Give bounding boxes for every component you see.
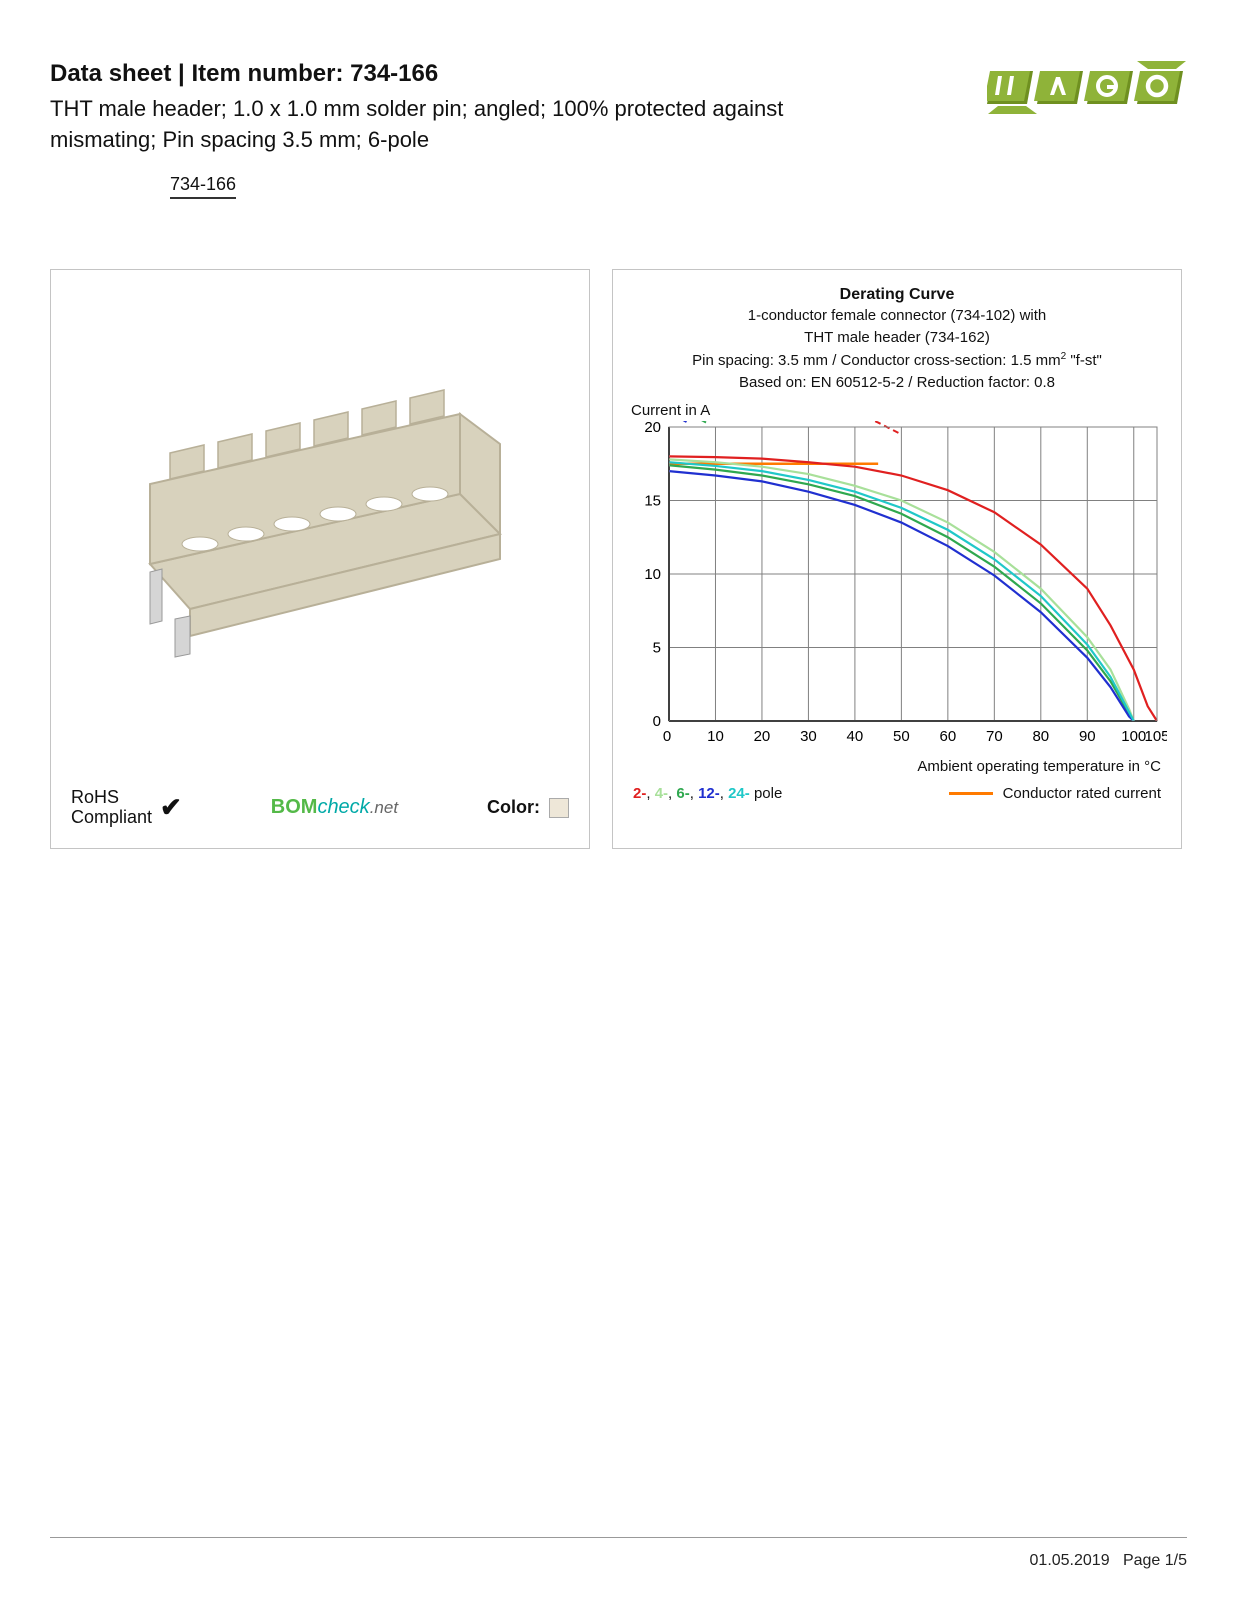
chart-sub3b: "f-st"	[1066, 352, 1102, 369]
svg-text:100: 100	[1121, 728, 1146, 745]
legend-pole-24: 24-	[728, 785, 750, 802]
color-swatch	[549, 798, 569, 818]
svg-text:10: 10	[644, 566, 661, 583]
subtitle: THT male header; 1.0 x 1.0 mm solder pin…	[50, 94, 870, 156]
check-icon: ✔	[160, 792, 182, 823]
conductor-line-icon	[949, 792, 993, 795]
conductor-label: Conductor rated current	[1003, 785, 1161, 802]
title-sep: |	[171, 60, 191, 87]
rohs-text: RoHS Compliant	[71, 788, 152, 828]
derating-chart: 0 5 10 15 20 0 10 20 30 40 50 60 70 80 90 100105	[627, 421, 1167, 751]
svg-text:80: 80	[1032, 728, 1049, 745]
legend-conductor: Conductor rated current	[949, 785, 1161, 802]
net-text: .net	[370, 798, 398, 817]
header-text-block: Data sheet | Item number: 734-166 THT ma…	[50, 60, 870, 199]
chart-panel: Derating Curve 1-conductor female connec…	[612, 269, 1182, 849]
legend-poles: 2-, 4-, 6-, 12-, 24- pole	[633, 785, 782, 802]
chart-sub2: THT male header (734-162)	[627, 328, 1167, 348]
chart-sub4: Based on: EN 60512-5-2 / Reduction facto…	[627, 373, 1167, 393]
page-title: Data sheet | Item number: 734-166	[50, 60, 870, 88]
legend-pole-6: 6-	[676, 785, 689, 802]
svg-text:15: 15	[644, 492, 661, 509]
svg-text:0: 0	[663, 728, 671, 745]
chart-legend: 2-, 4-, 6-, 12-, 24- pole Conductor rate…	[627, 775, 1167, 802]
footer-separator	[50, 1537, 1187, 1538]
chart-sub3: Pin spacing: 3.5 mm / Conductor cross-se…	[627, 350, 1167, 371]
title-label: Item number:	[191, 60, 350, 87]
compliance-row: RoHS Compliant ✔ BOMcheck.net Color:	[71, 788, 569, 828]
svg-text:50: 50	[893, 728, 910, 745]
check-word: check	[317, 796, 369, 818]
svg-text:20: 20	[754, 728, 771, 745]
svg-text:10: 10	[707, 728, 724, 745]
svg-text:0: 0	[653, 713, 661, 730]
svg-text:5: 5	[653, 639, 661, 656]
svg-text:60: 60	[940, 728, 957, 745]
svg-text:30: 30	[800, 728, 817, 745]
legend-pole-2: 2-	[633, 785, 646, 802]
rohs-sub: Compliant	[71, 808, 152, 828]
footer: 01.05.2019 Page 1/5	[1030, 1552, 1187, 1570]
rohs-block: RoHS Compliant ✔	[71, 788, 182, 828]
chart-sub3a: Pin spacing: 3.5 mm / Conductor cross-se…	[692, 352, 1060, 369]
wago-logo	[987, 60, 1187, 115]
svg-text:90: 90	[1079, 728, 1096, 745]
legend-pole-12: 12-	[698, 785, 720, 802]
footer-date: 01.05.2019	[1030, 1552, 1110, 1569]
header-row: Data sheet | Item number: 734-166 THT ma…	[50, 60, 1187, 199]
color-block: Color:	[487, 797, 569, 818]
svg-text:70: 70	[986, 728, 1003, 745]
footer-page: Page 1/5	[1123, 1552, 1187, 1569]
title-prefix: Data sheet	[50, 60, 171, 87]
svg-text:40: 40	[847, 728, 864, 745]
x-axis-title: Ambient operating temperature in °C	[627, 758, 1167, 775]
product-image	[65, 284, 575, 724]
item-number-underline: 734-166	[170, 174, 236, 199]
legend-pole-4: 4-	[655, 785, 668, 802]
svg-text:20: 20	[644, 421, 661, 436]
bomcheck-label: BOMcheck.net	[271, 796, 398, 819]
rohs-label: RoHS	[71, 788, 152, 808]
chart-title: Derating Curve	[627, 286, 1167, 304]
legend-pole-suffix: pole	[750, 785, 783, 802]
panels-row: RoHS Compliant ✔ BOMcheck.net Color: Der…	[50, 269, 1187, 849]
chart-sub1: 1-conductor female connector (734-102) w…	[627, 306, 1167, 326]
color-label: Color:	[487, 797, 540, 817]
product-panel: RoHS Compliant ✔ BOMcheck.net Color:	[50, 269, 590, 849]
y-axis-title: Current in A	[631, 402, 1167, 419]
svg-text:105: 105	[1144, 728, 1167, 745]
title-item: 734-166	[350, 60, 438, 87]
bom-text: BOM	[271, 796, 318, 818]
